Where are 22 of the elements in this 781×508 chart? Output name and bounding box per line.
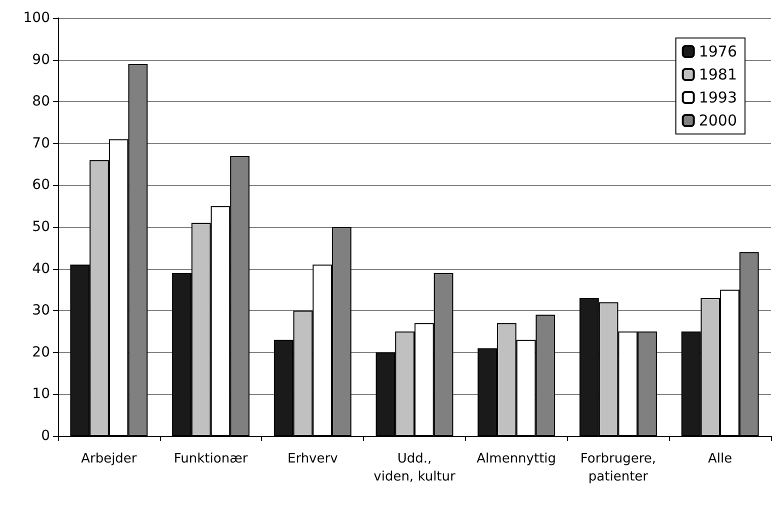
legend-label: 1981 xyxy=(698,66,738,84)
x-tick-label: Almennyttig xyxy=(476,452,556,466)
y-tick-label: 20 xyxy=(32,344,50,360)
x-tick-label: Alle xyxy=(708,452,732,466)
x-tick-label: Funktionær xyxy=(174,452,248,466)
x-tick-label: Erhverv xyxy=(287,452,338,466)
y-tick-label: 40 xyxy=(32,260,50,277)
y-tick-label: 10 xyxy=(32,386,50,402)
legend-label: 1976 xyxy=(698,42,738,60)
y-tick-label: 60 xyxy=(32,177,50,194)
x-tick-label: Udd., viden, kultur xyxy=(374,452,456,484)
y-tick-label: 0 xyxy=(41,428,50,444)
y-tick-label: 70 xyxy=(32,135,50,152)
legend-label: 1993 xyxy=(698,88,738,106)
y-tick-label: 30 xyxy=(32,302,50,319)
y-tick-label: 50 xyxy=(32,219,50,235)
y-tick-label: 90 xyxy=(32,52,50,68)
y-tick-label: 80 xyxy=(32,94,50,110)
y-tick-label: 100 xyxy=(23,10,50,26)
x-tick-label: Forbrugere, patienter xyxy=(580,452,656,484)
x-tick-label: Arbejder xyxy=(81,452,138,466)
legend-label: 2000 xyxy=(698,112,738,130)
